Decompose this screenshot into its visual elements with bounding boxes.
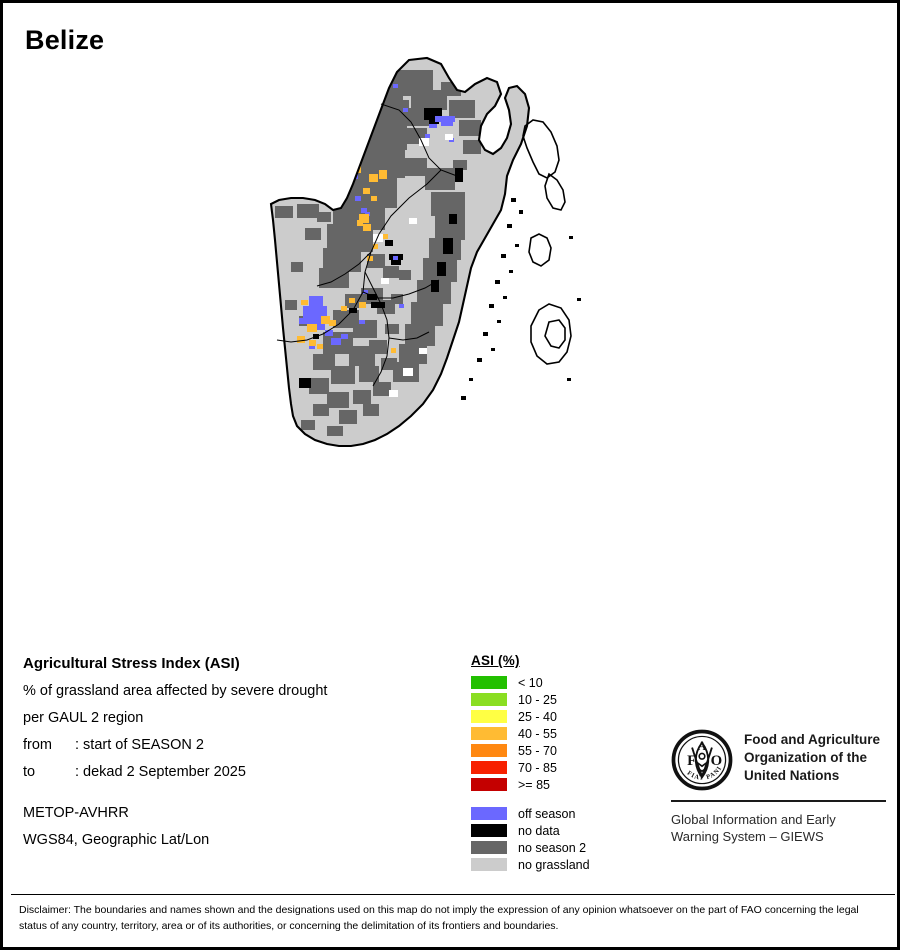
map-canvas[interactable]: [213, 48, 693, 628]
legend-swatch-class-6: [471, 778, 507, 791]
legend: ASI (%) < 10 10 - 25 25 - 40 40 - 55 55 - 70…: [471, 653, 590, 873]
legend-row[interactable]: 70 - 85: [471, 759, 590, 776]
svg-text:O: O: [711, 753, 723, 769]
fao-emblem-icon: F A O FIAT PANIS: [671, 729, 733, 791]
legend-swatch-status-3: [471, 858, 507, 871]
legend-row[interactable]: no season 2: [471, 839, 590, 856]
legend-label: >= 85: [518, 777, 550, 792]
info-description-line-2: per GAUL 2 region: [23, 710, 144, 726]
fao-organization-name: Food and Agriculture Organization of the U…: [744, 732, 880, 783]
info-block: Agricultural Stress Index (ASI) % of gra…: [23, 655, 453, 859]
legend-row[interactable]: 40 - 55: [471, 725, 590, 742]
period-from-row: from : start of SEASON 2: [23, 737, 453, 753]
fao-program-name: Global Information and Early Warning Syst…: [671, 812, 836, 845]
fao-divider: [671, 800, 886, 802]
period-to-value: : dekad 2 September 2025: [75, 764, 246, 780]
period-from-value: : start of SEASON 2: [75, 737, 204, 753]
legend-label: 40 - 55: [518, 726, 557, 741]
info-spacer: [23, 791, 453, 805]
legend-label: 55 - 70: [518, 743, 557, 758]
legend-heading: ASI (%): [471, 653, 520, 668]
sensor-label: METOP-AVHRR: [23, 805, 129, 821]
fao-logo-block: F A O FIAT PANIS Food and AgricultureOrg…: [671, 729, 886, 846]
legend-class-list: < 10 10 - 25 25 - 40 40 - 55 55 - 70 70 - 85 >…: [471, 674, 590, 793]
no-data-patches: [299, 108, 463, 388]
legend-label: no data: [518, 823, 560, 838]
projection-label: WGS84, Geographic Lat/Lon: [23, 832, 210, 848]
legend-row[interactable]: 25 - 40: [471, 708, 590, 725]
legend-row[interactable]: no grassland: [471, 856, 590, 873]
legend-swatch-class-2: [471, 710, 507, 723]
country-boundary: [269, 56, 531, 448]
offshore-islets: [461, 198, 581, 400]
period-to-label: to: [23, 764, 36, 780]
legend-label: no season 2: [518, 840, 587, 855]
legend-row[interactable]: 10 - 25: [471, 691, 590, 708]
page-title: Belize: [25, 25, 105, 55]
legend-row[interactable]: < 10: [471, 674, 590, 691]
legend-swatch-status-0: [471, 807, 507, 820]
legend-status-list: off season no data no season 2 no grassland: [471, 805, 590, 873]
legend-swatch-class-4: [471, 744, 507, 757]
legend-label: off season: [518, 806, 576, 821]
legend-label: 10 - 25: [518, 692, 557, 707]
info-title: Agricultural Stress Index (ASI): [23, 655, 240, 672]
offshore-cays: [522, 119, 572, 365]
legend-swatch-class-3: [471, 727, 507, 740]
legend-row[interactable]: no data: [471, 822, 590, 839]
unclassified-speckles: [373, 134, 453, 397]
legend-row[interactable]: >= 85: [471, 776, 590, 793]
disclaimer-text: Disclaimer: The boundaries and names sho…: [19, 904, 859, 932]
legend-swatch-class-1: [471, 693, 507, 706]
period-to-row: to : dekad 2 September 2025: [23, 764, 453, 780]
svg-text:A: A: [698, 739, 707, 753]
legend-label: no grassland: [518, 857, 590, 872]
svg-text:F: F: [687, 753, 696, 769]
period-from-label: from: [23, 737, 52, 753]
legend-row[interactable]: 55 - 70: [471, 742, 590, 759]
legend-swatch-status-2: [471, 841, 507, 854]
legend-swatch-class-0: [471, 676, 507, 689]
info-description-line-1: % of grassland area affected by severe d…: [23, 683, 328, 699]
legend-swatch-status-1: [471, 824, 507, 837]
legend-label: 70 - 85: [518, 760, 557, 775]
admin-boundaries: [276, 103, 458, 387]
legend-label: < 10: [518, 675, 543, 690]
legend-swatch-class-5: [471, 761, 507, 774]
legend-row[interactable]: off season: [471, 805, 590, 822]
belize-map-svg: [269, 56, 581, 448]
legend-gap: [471, 793, 590, 805]
fao-logo-row: F A O FIAT PANIS Food and AgricultureOrg…: [671, 729, 886, 791]
disclaimer-divider: [11, 894, 895, 895]
legend-label: 25 - 40: [518, 709, 557, 724]
